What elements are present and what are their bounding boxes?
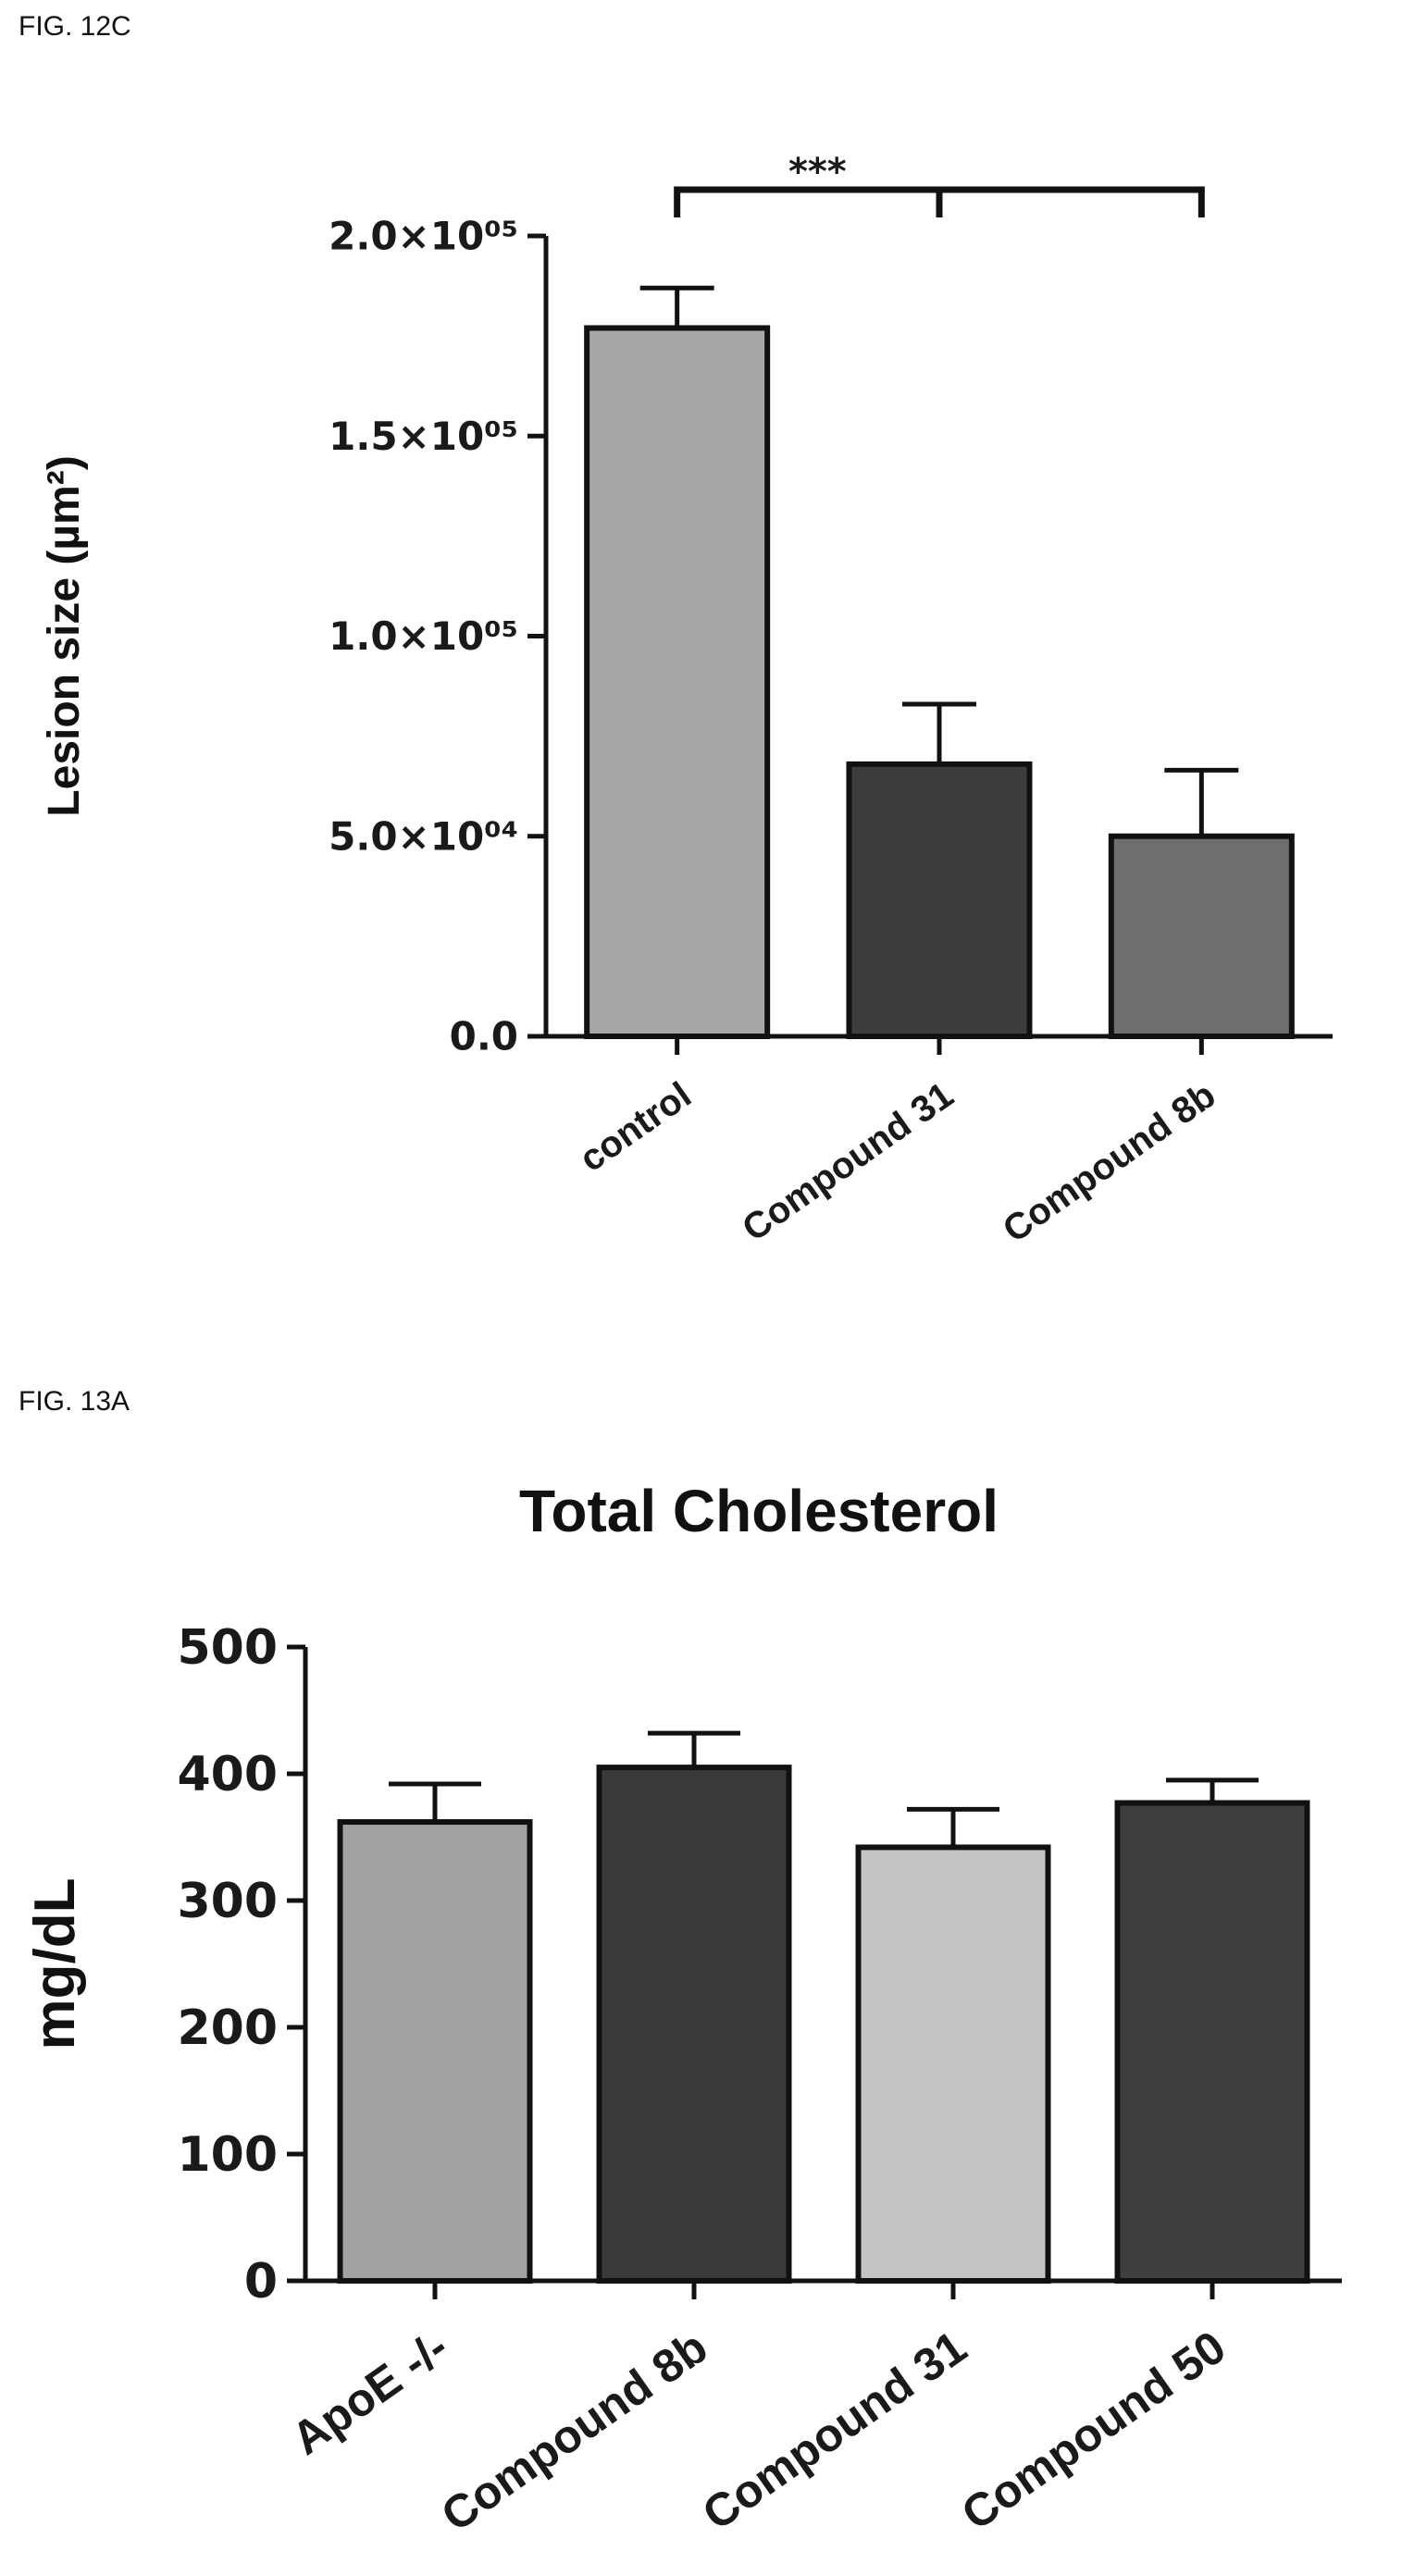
y-axis-title: mg/dL — [23, 1878, 87, 2050]
y-tick-label: 5.0×10⁰⁴ — [329, 813, 518, 859]
x-tick-label: Compound 50 — [952, 2321, 1235, 2540]
y-tick-label: 1.0×10⁰⁵ — [329, 613, 518, 659]
bar — [337, 1819, 533, 2284]
bar — [846, 761, 1033, 1040]
lesion-size-bar-chart: 0.0 5.0×10⁰⁴ 1.0×10⁰⁵ 1.5×10⁰⁵ 2.0×10⁰⁵ Lesio… — [40, 151, 1333, 1251]
x-tick-label: ApoE -/- — [282, 2321, 457, 2465]
y-tick-label: 0.0 — [450, 1014, 518, 1059]
y-axis-title: Lesion size (µm²) — [40, 455, 89, 816]
y-tick-label: 100 — [177, 2127, 278, 2183]
y-tick-label: 0 — [244, 2254, 278, 2310]
y-tick-label: 500 — [177, 1620, 278, 1676]
y-tick-label: 2.0×10⁰⁵ — [329, 214, 518, 259]
x-tick-label: Compound 8b — [432, 2321, 716, 2542]
x-tick-label: Compound 31 — [735, 1074, 961, 1249]
x-tick-label: Compound 8b — [996, 1074, 1222, 1250]
bar — [596, 1765, 792, 2284]
chart-title: Total Cholesterol — [519, 1478, 999, 1544]
significance-bracket — [674, 186, 1205, 217]
y-tick-label: 200 — [177, 2000, 278, 2056]
y-tick-label: 1.5×10⁰⁵ — [329, 414, 518, 459]
x-tick-label: control — [573, 1074, 699, 1180]
x-tick-label: Compound 31 — [693, 2321, 975, 2540]
total-cholesterol-bar-chart: Total Cholesterol 0 100 200 300 400 500 mg/dL Ap… — [23, 1478, 1342, 2542]
bar — [584, 325, 771, 1040]
bar — [1108, 833, 1295, 1039]
bar — [1114, 1800, 1310, 2284]
bar — [855, 1844, 1051, 2284]
figure-label-12c: FIG. 12C — [19, 11, 131, 42]
figure-label-13a: FIG. 13A — [19, 1386, 130, 1417]
y-tick-label: 400 — [177, 1747, 278, 1802]
y-tick-label: 300 — [177, 1874, 278, 1929]
significance-stars: *** — [788, 151, 847, 193]
